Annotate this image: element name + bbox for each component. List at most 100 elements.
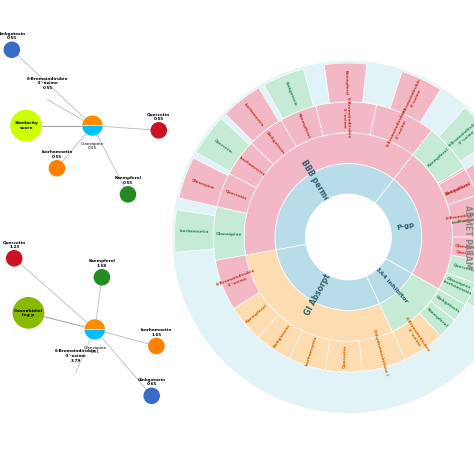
Polygon shape bbox=[281, 106, 323, 146]
Polygon shape bbox=[439, 108, 474, 162]
Polygon shape bbox=[448, 200, 474, 237]
Text: Quercetin: Quercetin bbox=[225, 189, 248, 201]
Polygon shape bbox=[380, 274, 439, 331]
Text: Isorhamnetin: Isorhamnetin bbox=[179, 229, 209, 234]
Circle shape bbox=[13, 298, 44, 328]
Text: 6-Bromoindirubin
-3'-oxime: 6-Bromoindirubin -3'-oxime bbox=[386, 108, 411, 149]
Text: Dihydrotanshinone I: Dihydrotanshinone I bbox=[372, 329, 389, 376]
Text: Olanzapine: Olanzapine bbox=[191, 178, 215, 190]
Text: Ginkgotoxin: Ginkgotoxin bbox=[445, 182, 472, 197]
Polygon shape bbox=[324, 63, 366, 103]
Polygon shape bbox=[229, 143, 273, 188]
Text: Olanzapine: Olanzapine bbox=[455, 244, 474, 251]
Polygon shape bbox=[258, 314, 303, 358]
Text: Kaempferol: Kaempferol bbox=[427, 147, 449, 168]
Text: Cannabidiol
log p: Cannabidiol log p bbox=[14, 309, 43, 317]
Text: Ginkgotoxin
0.55: Ginkgotoxin 0.55 bbox=[0, 32, 26, 40]
Text: P-gp: P-gp bbox=[396, 221, 415, 230]
Polygon shape bbox=[370, 105, 431, 155]
Circle shape bbox=[306, 194, 391, 280]
Polygon shape bbox=[449, 237, 474, 272]
Text: ADMET PARAM: ADMET PARAM bbox=[463, 205, 472, 269]
Text: GI Absorption: GI Absorption bbox=[303, 260, 339, 317]
Polygon shape bbox=[213, 207, 247, 260]
Circle shape bbox=[7, 251, 22, 266]
Text: Olanzapine: Olanzapine bbox=[216, 231, 242, 236]
Circle shape bbox=[11, 110, 41, 141]
Text: Isorhamnetin
1.65: Isorhamnetin 1.65 bbox=[141, 328, 172, 337]
Circle shape bbox=[94, 270, 109, 285]
Polygon shape bbox=[438, 167, 474, 208]
Text: Isorhamnetin: Isorhamnetin bbox=[305, 335, 318, 366]
Text: 6-Bromoindirubin
-3'-oxime: 6-Bromoindirubin -3'-oxime bbox=[342, 97, 351, 138]
Circle shape bbox=[4, 42, 19, 57]
Text: 6-Bromoindirubin
-3'-oxime: 6-Bromoindirubin -3'-oxime bbox=[401, 78, 426, 116]
Text: CYP3A4 inhibitor: CYP3A4 inhibitor bbox=[365, 256, 409, 304]
Polygon shape bbox=[390, 72, 440, 122]
Text: Ginkgotoxin: Ginkgotoxin bbox=[272, 323, 291, 349]
Text: Kaempferol: Kaempferol bbox=[297, 113, 310, 139]
Polygon shape bbox=[439, 273, 474, 305]
Text: Kaempferol: Kaempferol bbox=[344, 70, 348, 95]
Text: Isorhamnetin
0.55: Isorhamnetin 0.55 bbox=[41, 150, 73, 159]
Text: Olanzapine
0.55: Olanzapine 0.55 bbox=[81, 142, 104, 150]
Polygon shape bbox=[359, 331, 405, 371]
Text: Ginkgotoxin: Ginkgotoxin bbox=[435, 294, 460, 313]
Circle shape bbox=[173, 62, 474, 412]
Polygon shape bbox=[451, 237, 474, 260]
Polygon shape bbox=[84, 329, 105, 340]
Text: Ginkgotoxin: Ginkgotoxin bbox=[283, 81, 297, 107]
Text: Quercetin: Quercetin bbox=[452, 263, 474, 273]
Polygon shape bbox=[430, 289, 465, 320]
Polygon shape bbox=[82, 115, 103, 126]
Text: Kaempferol: Kaempferol bbox=[245, 304, 268, 324]
Polygon shape bbox=[264, 69, 313, 119]
Text: Quercetin
1.23: Quercetin 1.23 bbox=[2, 240, 26, 249]
Polygon shape bbox=[275, 164, 393, 250]
Polygon shape bbox=[374, 179, 422, 274]
Polygon shape bbox=[215, 255, 260, 309]
Polygon shape bbox=[466, 272, 474, 321]
Polygon shape bbox=[179, 158, 228, 207]
Polygon shape bbox=[225, 88, 279, 141]
Text: Kaempferol: Kaempferol bbox=[425, 307, 448, 328]
Polygon shape bbox=[174, 210, 215, 252]
Polygon shape bbox=[316, 102, 376, 136]
Polygon shape bbox=[392, 313, 440, 359]
Text: 6-Bromoindirubin
-3'-oxime: 6-Bromoindirubin -3'-oxime bbox=[447, 120, 474, 152]
Polygon shape bbox=[82, 126, 103, 136]
Text: Quercetin: Quercetin bbox=[213, 138, 233, 154]
Text: Ginkgotoxin: Ginkgotoxin bbox=[264, 130, 285, 155]
Polygon shape bbox=[289, 331, 330, 370]
Polygon shape bbox=[276, 245, 380, 310]
Polygon shape bbox=[246, 250, 392, 341]
Polygon shape bbox=[393, 155, 453, 289]
Text: Quercetin: Quercetin bbox=[342, 345, 346, 368]
Circle shape bbox=[120, 187, 136, 202]
Text: Kaempferol
1.58: Kaempferol 1.58 bbox=[89, 259, 115, 268]
Polygon shape bbox=[84, 319, 105, 329]
Text: 6-Bromoindirubin
-3'-oxime: 6-Bromoindirubin -3'-oxime bbox=[216, 268, 257, 292]
Polygon shape bbox=[196, 118, 250, 172]
Circle shape bbox=[151, 123, 166, 138]
Polygon shape bbox=[251, 120, 296, 164]
Text: Quercetin: Quercetin bbox=[455, 249, 474, 256]
Circle shape bbox=[149, 338, 164, 354]
Text: Olanzapine: Olanzapine bbox=[446, 276, 472, 290]
Text: 6-Bromoindirubin
-3'-oxime
0.55: 6-Bromoindirubin -3'-oxime 0.55 bbox=[27, 77, 68, 90]
Polygon shape bbox=[439, 170, 474, 205]
Text: Quercetin
0.55: Quercetin 0.55 bbox=[147, 112, 171, 121]
Text: Ginkgotoxin
0.65: Ginkgotoxin 0.65 bbox=[137, 378, 166, 386]
Polygon shape bbox=[234, 292, 279, 337]
Circle shape bbox=[49, 161, 64, 176]
Polygon shape bbox=[439, 264, 474, 305]
Circle shape bbox=[144, 388, 159, 403]
Text: Kaempferol
0.55: Kaempferol 0.55 bbox=[115, 176, 141, 185]
Polygon shape bbox=[419, 301, 455, 336]
Polygon shape bbox=[412, 130, 464, 183]
Text: 6-Bromoindirubin
-3'-oxime
3.79: 6-Bromoindirubin -3'-oxime 3.79 bbox=[55, 349, 97, 363]
Text: Isorhamnetin: Isorhamnetin bbox=[237, 156, 265, 177]
Text: BBB permeant: BBB permeant bbox=[299, 158, 338, 216]
Text: Isorhamnetin: Isorhamnetin bbox=[451, 216, 474, 225]
Polygon shape bbox=[447, 195, 474, 237]
